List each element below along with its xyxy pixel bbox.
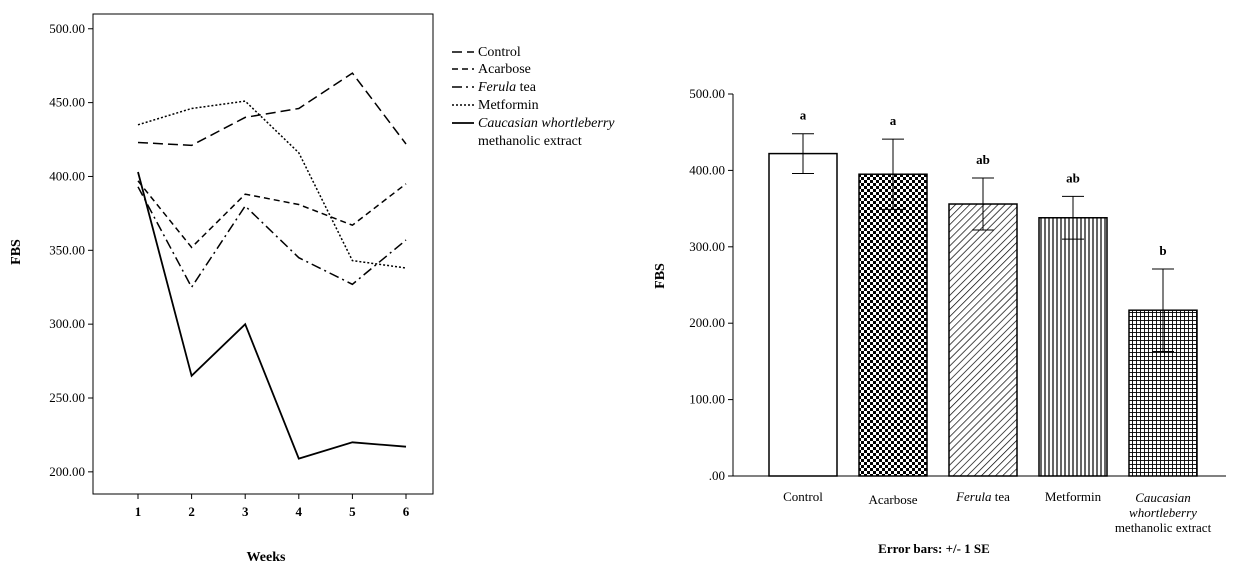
x-category-label: Acarbose — [868, 492, 917, 507]
series-line-1 — [137, 72, 407, 147]
significance-letter: ab — [976, 152, 990, 167]
x-category-label-italic: Ferula — [955, 489, 992, 504]
significance-letter: a — [890, 113, 897, 128]
y-tick-label: 400.00 — [689, 162, 725, 177]
y-tick-label: 250.00 — [49, 390, 85, 405]
x-category-label: Caucasian — [1135, 490, 1191, 505]
y-tick-label: 500.00 — [689, 86, 725, 101]
x-category-label: Ferula tea — [955, 489, 1010, 504]
y-tick-label: 300.00 — [689, 239, 725, 254]
y-tick-label: 100.00 — [689, 392, 725, 407]
legend-label: Control — [478, 45, 521, 60]
bar — [1038, 217, 1108, 477]
legend-label: Caucasian whortleberry — [478, 116, 615, 131]
x-tick-label: 5 — [349, 504, 356, 519]
x-tick-label: 1 — [135, 504, 142, 519]
x-category-label-rest: tea — [991, 489, 1010, 504]
bar — [948, 203, 1018, 477]
x-category-label: whortleberry — [1129, 505, 1197, 520]
x-tick-label: 3 — [242, 504, 249, 519]
x-category-label: methanolic extract — [1115, 520, 1212, 535]
bar-chart-y-label: FBS — [653, 263, 668, 289]
line-chart-frame — [92, 13, 434, 495]
legend-label: methanolic extract — [478, 134, 582, 149]
series-line-2 — [137, 180, 407, 249]
significance-letter: b — [1159, 243, 1166, 258]
line-chart-y-axis: 200.00 250.00 300.00 350.00 400.00 450.00 500.… — [49, 21, 93, 479]
bar-chart-y-axis: .00 100.00 200.00 300.00 400.00 500.00 — [689, 86, 733, 483]
y-tick-label: 300.00 — [49, 316, 85, 331]
legend-label: Metformin — [478, 98, 539, 113]
bar — [768, 152, 838, 477]
series-line-5 — [137, 171, 407, 460]
line-chart-legend: Control Acarbose Ferula tea Metformin Caucas… — [452, 45, 615, 149]
line-chart-x-axis: 1 2 3 4 5 6 — [135, 494, 410, 519]
y-tick-label: .00 — [709, 468, 725, 483]
legend-label: Ferula tea — [477, 80, 537, 95]
y-tick-label: 500.00 — [49, 21, 85, 36]
y-tick-label: 400.00 — [49, 168, 85, 183]
series-line-4 — [137, 100, 407, 269]
x-tick-label: 4 — [296, 504, 303, 519]
line-chart-series — [137, 72, 407, 460]
line-chart-y-label: FBS — [9, 239, 24, 265]
legend-label-rest: tea — [516, 80, 537, 95]
bar — [858, 173, 928, 477]
legend-label-italic: Ferula — [477, 80, 516, 95]
significance-letter: ab — [1066, 170, 1080, 185]
series-line-3 — [137, 186, 407, 289]
line-chart-x-label: Weeks — [247, 550, 286, 565]
bar-chart-bars: a a ab ab b — [768, 108, 1198, 477]
legend-label: Acarbose — [478, 62, 531, 77]
y-tick-label: 450.00 — [49, 95, 85, 110]
line-chart: 200.00 250.00 300.00 350.00 400.00 450.00 500.… — [9, 13, 615, 565]
y-tick-label: 200.00 — [49, 464, 85, 479]
x-category-label: Metformin — [1045, 489, 1102, 504]
significance-letter: a — [800, 108, 807, 123]
y-tick-label: 350.00 — [49, 242, 85, 257]
bar-chart-caption: Error bars: +/- 1 SE — [878, 541, 990, 556]
bar-chart: .00 100.00 200.00 300.00 400.00 500.00 a a ab ab… — [653, 86, 1226, 556]
bar-chart-x-axis: Control Acarbose Ferula tea Metformin Caucas… — [783, 489, 1211, 535]
x-tick-label: 6 — [403, 504, 410, 519]
x-category-label: Control — [783, 489, 823, 504]
y-tick-label: 200.00 — [689, 315, 725, 330]
x-tick-label: 2 — [188, 504, 195, 519]
